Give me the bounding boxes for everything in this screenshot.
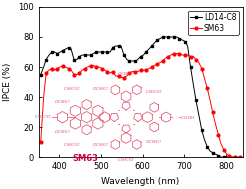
Legend: LD14-C8, SM63: LD14-C8, SM63 (188, 11, 239, 35)
SM63 (239, 156, 242, 158)
Y-axis label: IPCE (%): IPCE (%) (3, 63, 13, 101)
Text: SM63: SM63 (73, 154, 98, 163)
Line: SM63: SM63 (39, 52, 242, 159)
LD14-C8 (39, 73, 42, 76)
LD14-C8 (219, 156, 222, 158)
SM63 (172, 52, 175, 55)
LD14-C8 (150, 45, 153, 47)
Text: $C_8H_{17}O$: $C_8H_{17}O$ (63, 142, 81, 149)
X-axis label: Wavelength (nm): Wavelength (nm) (101, 177, 180, 186)
Text: $OC_8H_{17}$: $OC_8H_{17}$ (145, 138, 163, 146)
LD14-C8 (175, 36, 178, 38)
SM63 (214, 123, 217, 125)
LD14-C8 (67, 46, 70, 49)
Text: $OC_8H_{17}$: $OC_8H_{17}$ (92, 85, 110, 93)
Text: $OC_8H_{17}$: $OC_8H_{17}$ (92, 142, 110, 149)
SM63 (39, 141, 42, 143)
Text: $C_8H_{17}O$: $C_8H_{17}O$ (34, 113, 52, 121)
LD14-C8 (161, 36, 164, 38)
LD14-C8 (225, 156, 228, 158)
Text: $C_8H_{17}O$: $C_8H_{17}O$ (63, 85, 81, 93)
Text: $C_8H_{17}O$: $C_8H_{17}O$ (117, 156, 135, 164)
Text: $C_8H_{17}O$: $C_8H_{17}O$ (145, 89, 163, 96)
Text: $-COOH$: $-COOH$ (177, 114, 196, 121)
SM63 (139, 69, 142, 71)
SM63 (222, 149, 225, 151)
SM63 (84, 67, 87, 70)
SM63 (106, 70, 109, 73)
LD14-C8 (236, 156, 239, 158)
Text: $OC_8H_{17}$: $OC_8H_{17}$ (117, 70, 135, 78)
SM63 (231, 156, 234, 158)
Line: LD14-C8: LD14-C8 (39, 36, 239, 159)
LD14-C8 (167, 36, 170, 38)
Text: $OC_8H_{17}$: $OC_8H_{17}$ (54, 98, 71, 106)
LD14-C8 (106, 51, 109, 53)
SM63 (209, 99, 212, 101)
Text: $OC_8H_{17}$: $OC_8H_{17}$ (54, 129, 71, 136)
